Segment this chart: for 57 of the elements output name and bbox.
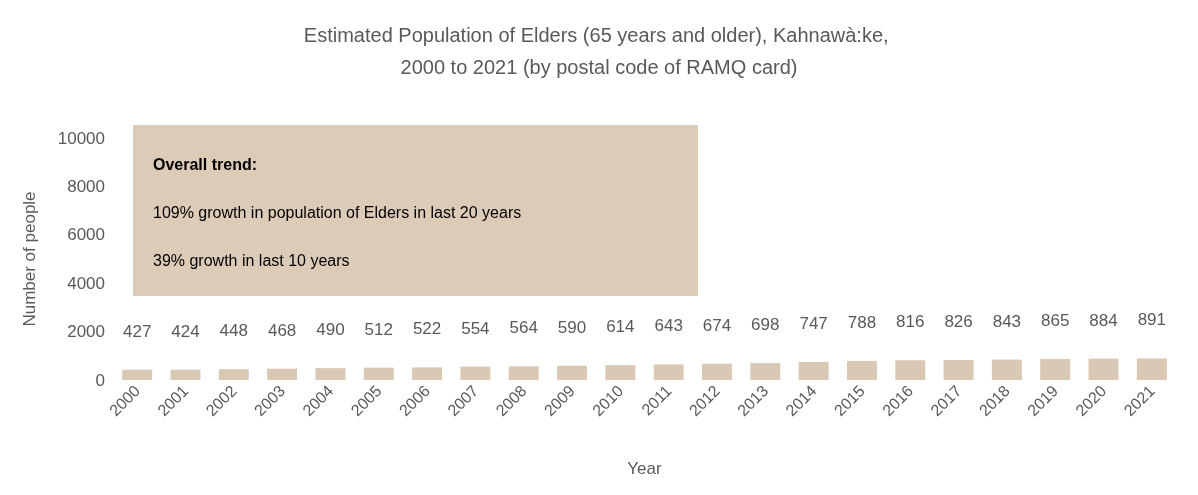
bar xyxy=(750,363,781,380)
data-label: 891 xyxy=(1137,310,1167,330)
data-label: 614 xyxy=(606,317,635,337)
data-label: 512 xyxy=(364,319,393,339)
data-label: 522 xyxy=(412,319,442,339)
data-label: 865 xyxy=(1041,311,1070,331)
bar xyxy=(412,367,443,380)
data-label: 590 xyxy=(557,317,587,337)
bar xyxy=(170,369,201,380)
bar xyxy=(1040,359,1071,380)
bar xyxy=(460,366,491,380)
y-tick-label: 10000 xyxy=(57,128,105,148)
bar xyxy=(702,363,732,380)
data-label: 698 xyxy=(751,315,780,335)
data-label: 674 xyxy=(702,315,732,335)
bar xyxy=(508,366,539,380)
data-label: 826 xyxy=(944,312,973,332)
data-label: 843 xyxy=(992,311,1022,331)
data-label: 468 xyxy=(267,320,297,340)
bar xyxy=(846,360,877,380)
data-label: 884 xyxy=(1089,310,1118,330)
data-label: 490 xyxy=(316,320,345,340)
data-label: 643 xyxy=(654,316,683,336)
data-label: 424 xyxy=(171,321,200,341)
bar xyxy=(895,360,926,380)
bar xyxy=(557,365,587,380)
y-tick-label: 2000 xyxy=(67,322,105,342)
annotation: Overall trend: xyxy=(153,155,259,175)
data-label: 448 xyxy=(219,321,248,341)
bar xyxy=(1136,358,1167,380)
bar xyxy=(943,360,974,380)
bar xyxy=(653,364,684,380)
data-label: 427 xyxy=(122,321,152,341)
bar xyxy=(267,368,298,380)
annotation: 109% growth in population of Elders in last 20 years xyxy=(153,203,523,223)
y-tick-label: 4000 xyxy=(67,273,105,293)
chart-title: Estimated Population of Elders (65 years and older), Kahnawà:ke, 2000 to 2021 (by postal code of RAMQ card) xyxy=(303,24,895,78)
bar xyxy=(315,368,346,380)
bar xyxy=(363,367,394,380)
bar xyxy=(798,361,829,380)
y-tick-label: 8000 xyxy=(67,176,105,196)
data-label: 554 xyxy=(461,318,490,338)
bar xyxy=(122,369,153,380)
annotation: 39% growth in last 10 years xyxy=(153,251,351,271)
note-box: Overall trend: 109% growth in population of Elders in last 20 years 39% growth in last 10 years xyxy=(133,125,698,296)
data-label: 816 xyxy=(896,312,925,332)
bar xyxy=(605,365,636,380)
y-tick-label: 6000 xyxy=(67,225,105,245)
y-axis-title: Number of people xyxy=(20,191,39,327)
bar xyxy=(1088,358,1119,380)
bar xyxy=(991,359,1022,380)
data-label: 747 xyxy=(799,313,828,333)
data-label: 788 xyxy=(847,312,877,332)
x-axis-title: Year xyxy=(627,459,663,478)
bar xyxy=(218,369,249,380)
data-label: 564 xyxy=(509,318,538,338)
y-tick-label: 0 xyxy=(95,370,105,390)
